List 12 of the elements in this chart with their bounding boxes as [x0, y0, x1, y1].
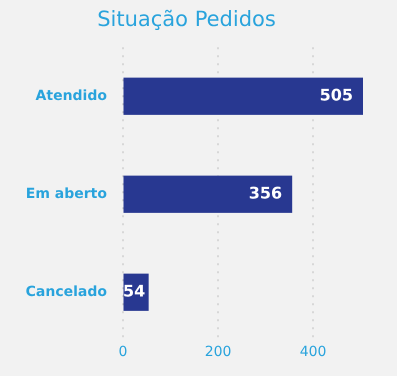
- x-tick-label: 400: [300, 344, 326, 360]
- x-tick-label: 200: [204, 344, 232, 360]
- data-label: 54: [123, 281, 146, 300]
- x-tick-label: 0: [118, 344, 128, 360]
- data-label: 505: [320, 85, 353, 104]
- y-tick-label: Atendido: [36, 88, 108, 104]
- bar: [124, 78, 363, 115]
- y-tick-label: Cancelado: [26, 284, 108, 300]
- y-tick-label: Em aberto: [26, 186, 108, 202]
- chart-title: Situação Pedidos: [97, 7, 276, 32]
- bar: [124, 176, 292, 213]
- data-label: 356: [248, 183, 282, 202]
